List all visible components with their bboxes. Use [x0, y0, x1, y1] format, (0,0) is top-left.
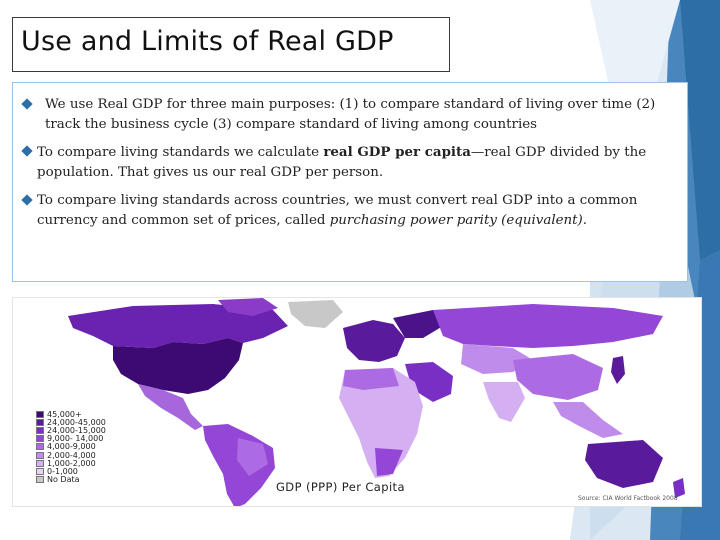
- legend-entry: 24,000-45,000: [36, 417, 118, 427]
- map-caption: GDP (PPP) Per Capita: [276, 480, 405, 494]
- world-map-figure: [12, 297, 702, 507]
- legend-label: 0-1,000: [47, 466, 78, 476]
- legend-entry: 4,000-9,000: [36, 442, 118, 452]
- legend-entry: No Data: [36, 475, 118, 485]
- legend-swatch: [36, 410, 44, 418]
- legend-swatch: [36, 435, 44, 443]
- legend-swatch: [36, 476, 44, 484]
- bullet-text-part: .: [582, 213, 588, 228]
- bullet-text: To compare living standards across count…: [23, 191, 678, 231]
- legend-swatch: [36, 418, 44, 426]
- bullet-text-part: To compare living standards across count…: [37, 193, 638, 228]
- legend-label: 45,000+: [47, 409, 82, 419]
- bullet-item: To compare living standards we calculate…: [21, 142, 678, 183]
- legend-entry: 2,000-4,000: [36, 450, 118, 460]
- legend-label: 9,000- 14,000: [47, 434, 104, 444]
- bullet-text: We use Real GDP for three main purposes:…: [45, 97, 656, 132]
- map-source: Source: CIA World Factbook 2008: [578, 495, 678, 502]
- legend-entry: 0-1,000: [36, 466, 118, 476]
- legend-label: 1,000-2,000: [47, 458, 96, 468]
- title-box: Use and Limits of Real GDP: [12, 17, 450, 72]
- world-map-image: [13, 298, 701, 506]
- legend-swatch: [36, 467, 44, 475]
- legend-label: 2,000-4,000: [47, 450, 96, 460]
- bullet-text-part: —real GDP divided by the population. Tha…: [37, 145, 647, 180]
- bullet-emphasis: purchasing power parity (equivalent): [329, 213, 583, 228]
- legend-label: 4,000-9,000: [47, 442, 96, 452]
- legend-swatch: [36, 451, 44, 459]
- bullet-emphasis: real GDP per capita: [323, 144, 471, 160]
- bullet-text: To compare living standards we calculate…: [23, 142, 678, 183]
- legend-label: 24,000-45,000: [47, 417, 106, 427]
- legend-entry: 9,000- 14,000: [36, 434, 118, 444]
- content-box: We use Real GDP for three main purposes:…: [12, 82, 688, 282]
- bullet-item: We use Real GDP for three main purposes:…: [21, 95, 678, 135]
- map-legend: 45,000+ 24,000-45,000 24,000-15,000 9,000- …: [36, 410, 118, 484]
- legend-entry: 45,000+: [36, 409, 118, 419]
- legend-swatch: [36, 426, 44, 434]
- bullet-text-part: To compare living standards we calculate: [37, 145, 324, 160]
- legend-swatch: [36, 459, 44, 467]
- slide-title: Use and Limits of Real GDP: [21, 26, 394, 57]
- legend-label: No Data: [47, 475, 80, 485]
- legend-entry: 1,000-2,000: [36, 458, 118, 468]
- legend-label: 24,000-15,000: [47, 425, 106, 435]
- legend-entry: 24,000-15,000: [36, 425, 118, 435]
- legend-swatch: [36, 443, 44, 451]
- bullet-item: To compare living standards across count…: [21, 191, 678, 231]
